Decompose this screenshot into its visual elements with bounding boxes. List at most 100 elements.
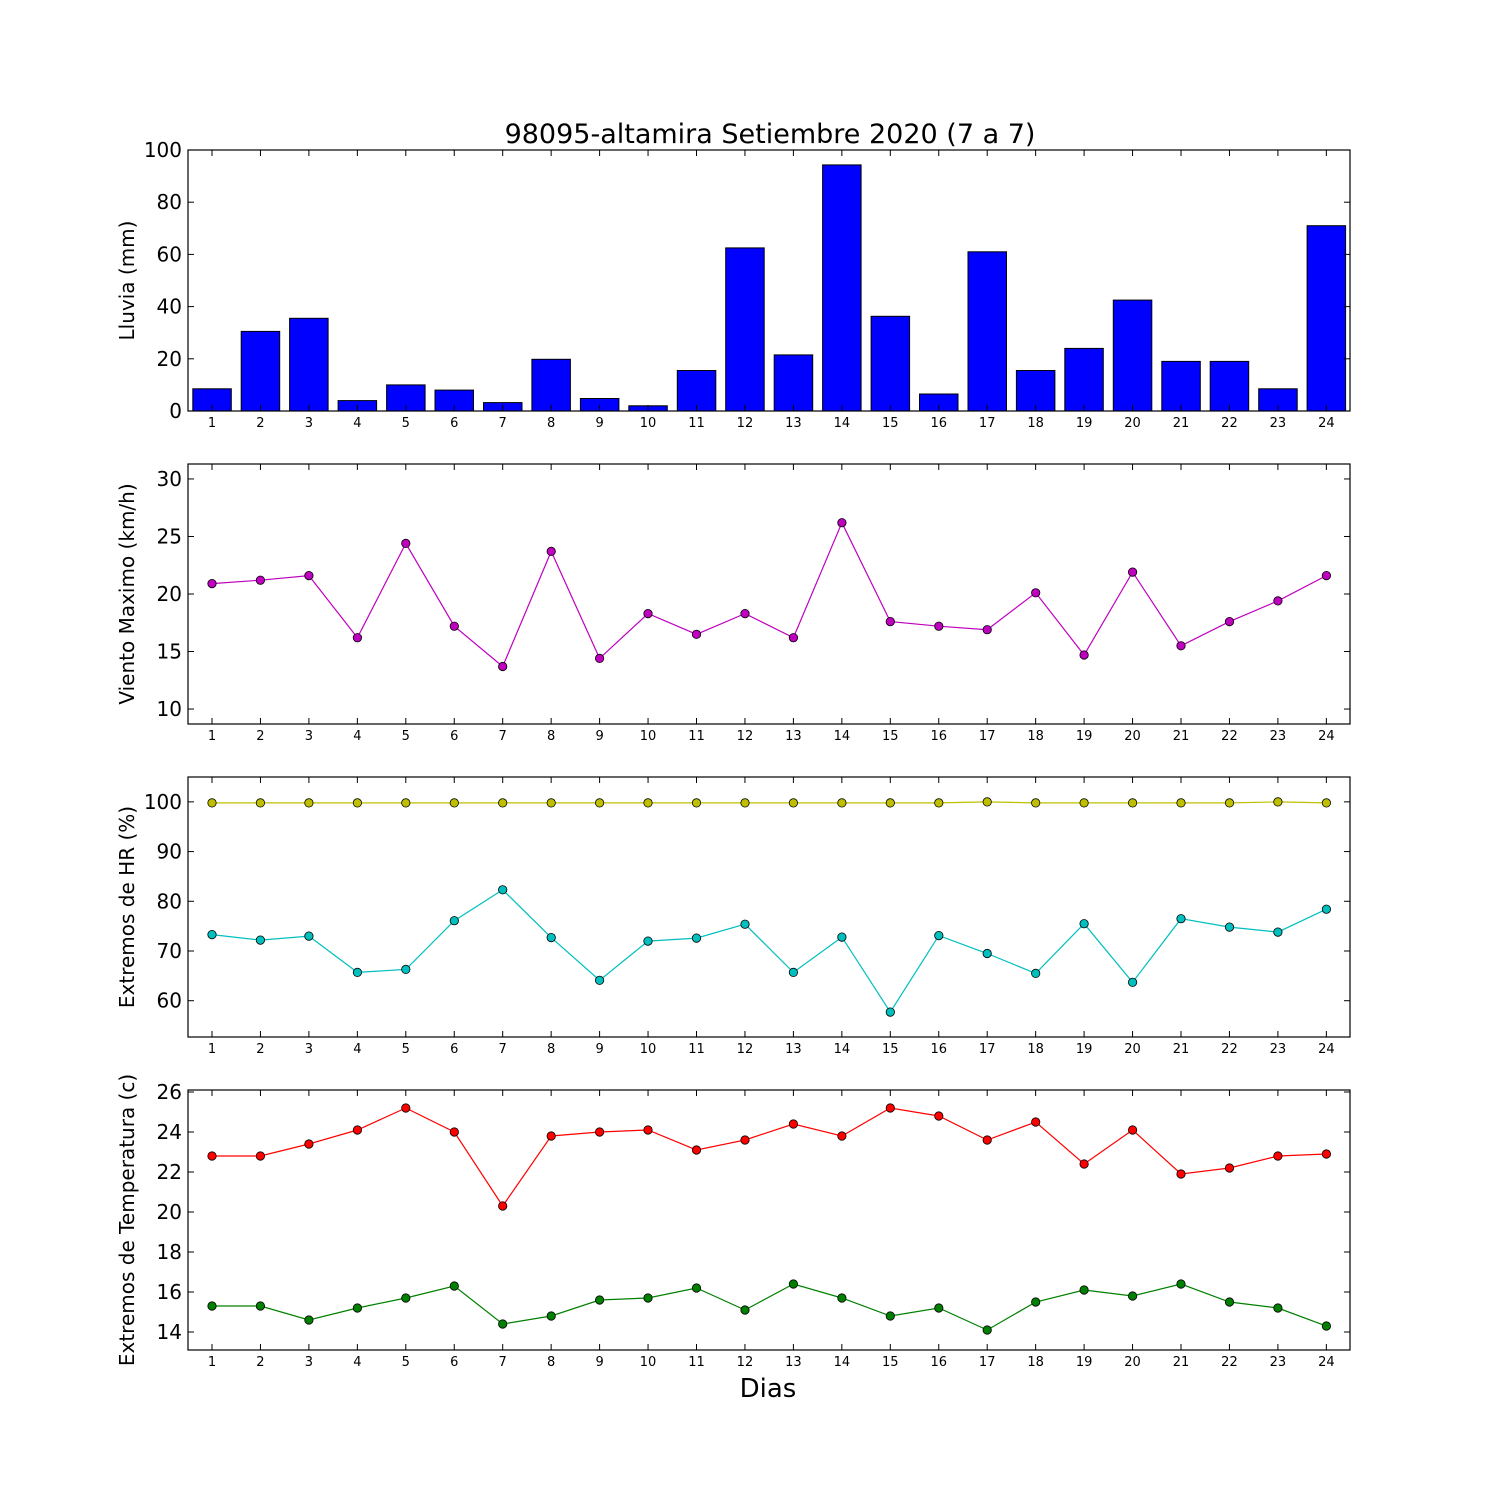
x-tick-label: 17 [979,416,996,431]
y-tick-label: 30 [157,467,182,491]
series-1-point-day-17 [982,625,992,635]
series-1-point-day-22 [1224,1163,1235,1173]
series-1-point-day-11 [691,1145,702,1155]
x-tick-label: 1 [208,729,216,744]
series-2-point-day-11 [691,1283,702,1293]
x-tick-label: 10 [640,1042,657,1057]
series-1-point-day-4 [352,633,362,643]
series-1-point-day-15 [885,798,895,808]
series-1-point-day-20 [1128,567,1138,577]
series-2-point-day-9 [594,975,605,985]
series-2-point-day-13 [788,1279,799,1289]
series-1-point-day-15 [885,616,895,627]
series-1-point-day-3 [304,1139,314,1149]
x-tick-label: 11 [688,1042,705,1057]
series-1-point-day-8 [546,546,556,557]
x-tick-label: 6 [450,1355,458,1370]
x-tick-label: 23 [1270,1042,1287,1057]
x-tick-label: 21 [1173,1042,1190,1057]
series-2-point-day-5 [401,1293,411,1303]
y-axis-label: Lluvia (mm) [115,221,139,341]
x-tick-label: 4 [353,416,361,431]
series-2-point-day-3 [304,1315,314,1325]
x-tick-label: 18 [1027,1042,1044,1057]
series-2-point-day-16 [934,1303,944,1313]
x-tick-label: 16 [930,1042,947,1057]
chart-title: 98095-altamira Setiembre 2020 (7 a 7) [505,119,1036,150]
series-2-point-day-11 [691,933,702,943]
bar-day-15 [870,315,911,412]
series-1-point-day-18 [1031,1117,1041,1127]
y-tick-label: 100 [144,790,182,814]
y-tick-label: 100 [144,138,182,162]
y-tick-label: 16 [157,1280,182,1304]
series-2-point-day-5 [401,964,411,975]
x-tick-label: 23 [1270,729,1287,744]
x-tick-label: 24 [1318,416,1335,431]
series-1-point-day-9 [594,1127,605,1137]
series-2-point-day-13 [788,967,799,978]
bar-day-3 [289,317,329,412]
x-tick-label: 19 [1076,729,1093,744]
series-2-point-day-18 [1031,968,1041,979]
x-tick-label: 9 [595,729,603,744]
x-tick-label: 16 [930,729,947,744]
series-2-point-day-17 [982,1325,992,1335]
series-2-point-day-15 [885,1311,895,1321]
y-tick-label: 80 [157,190,182,214]
x-tick-label: 7 [499,1042,507,1057]
axes-frame [187,776,1351,1038]
x-tick-label: 10 [640,1355,657,1370]
series-1-point-day-1 [207,798,217,808]
bar-day-22 [1209,360,1250,412]
series-2-point-day-8 [546,932,556,943]
series-2-point-day-1 [207,1301,217,1311]
x-tick-label: 10 [640,729,657,744]
series-1-point-day-24 [1321,570,1332,581]
series-1-point-day-11 [691,629,702,639]
series-2-point-day-6 [449,916,459,926]
series-1-point-day-23 [1273,596,1283,606]
bar-day-2 [240,330,281,412]
x-tick-label: 21 [1173,416,1190,431]
series-1-point-day-10 [643,608,653,619]
series-1-point-day-6 [449,621,459,631]
series-1-point-day-3 [304,798,314,808]
series-1-line [211,521,1327,668]
y-tick-label: 25 [157,524,182,548]
series-2-point-day-21 [1176,914,1186,924]
x-tick-label: 1 [208,416,216,431]
bar-day-21 [1161,360,1201,412]
x-tick-label: 8 [547,729,555,744]
x-tick-label: 12 [737,1355,754,1370]
series-2-point-day-12 [740,919,750,929]
series-2-point-day-20 [1128,1291,1138,1301]
series-1-point-day-21 [1176,1169,1186,1179]
series-1-point-day-14 [837,1131,847,1141]
x-tick-label: 8 [547,416,555,431]
series-1-point-day-14 [837,518,847,528]
series-1-point-day-8 [546,798,556,808]
x-tick-label: 5 [402,1042,410,1057]
series-2-point-day-22 [1224,922,1235,932]
x-tick-label: 18 [1027,416,1044,431]
x-tick-label: 22 [1221,416,1238,431]
series-1-point-day-7 [498,798,508,808]
bar-day-18 [1015,370,1056,412]
y-tick-label: 15 [157,640,182,664]
series-2-point-day-18 [1031,1297,1041,1307]
series-2-point-day-23 [1273,927,1283,937]
x-tick-label: 22 [1221,1042,1238,1057]
y-tick-label: 14 [157,1320,182,1344]
series-2-point-day-21 [1176,1279,1186,1289]
series-2-point-day-3 [304,931,314,941]
y-tick-label: 60 [157,989,182,1013]
series-2-point-day-2 [255,935,265,945]
series-1-point-day-13 [788,798,799,808]
series-2-point-day-9 [594,1295,605,1305]
series-2-point-day-4 [352,1303,362,1313]
x-tick-label: 9 [595,1355,603,1370]
x-tick-label: 1 [208,1042,216,1057]
